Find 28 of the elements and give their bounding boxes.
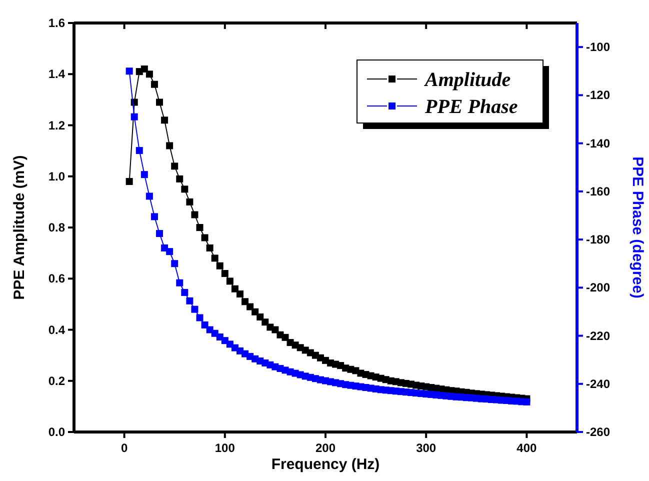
- y-tick-label: 0.6: [48, 272, 66, 286]
- legend-label: Amplitude: [423, 69, 511, 91]
- y2-tick-label: -200: [586, 280, 610, 295]
- x-tick-label: 0: [120, 441, 128, 455]
- x-tick-label: 400: [516, 441, 538, 455]
- y2-tick-label: -140: [586, 136, 610, 150]
- y-tick-label: 0.8: [48, 220, 66, 234]
- y-tick-label: 0.0: [48, 425, 66, 439]
- y2-tick-label: -180: [586, 232, 610, 247]
- y-tick-label: 0.2: [48, 374, 66, 388]
- x-tick-label: 300: [416, 441, 436, 455]
- y2-axis-title: PPE Phase (degree): [629, 156, 646, 298]
- y2-tick-label: -120: [586, 88, 610, 102]
- y2-tick-label: -240: [586, 376, 610, 391]
- y2-tick-label: -100: [586, 40, 610, 54]
- x-tick-label: 200: [315, 441, 336, 455]
- y2-tick-label: -160: [586, 184, 610, 198]
- y-tick-label: 0.4: [48, 322, 66, 337]
- y-tick-label: 1.2: [48, 118, 66, 132]
- legend-label: PPE Phase: [424, 96, 518, 118]
- y-tick-label: 1.6: [48, 16, 66, 30]
- y-axis-title: PPE Amplitude (mV): [11, 155, 28, 300]
- x-tick-label: 100: [214, 441, 236, 455]
- x-axis-title: Frequency (Hz): [271, 456, 380, 473]
- y2-tick-label: -220: [586, 328, 610, 343]
- y-tick-label: 1.4: [48, 67, 66, 82]
- y-tick-label: 1.0: [48, 169, 66, 184]
- y2-tick-label: -260: [586, 425, 610, 439]
